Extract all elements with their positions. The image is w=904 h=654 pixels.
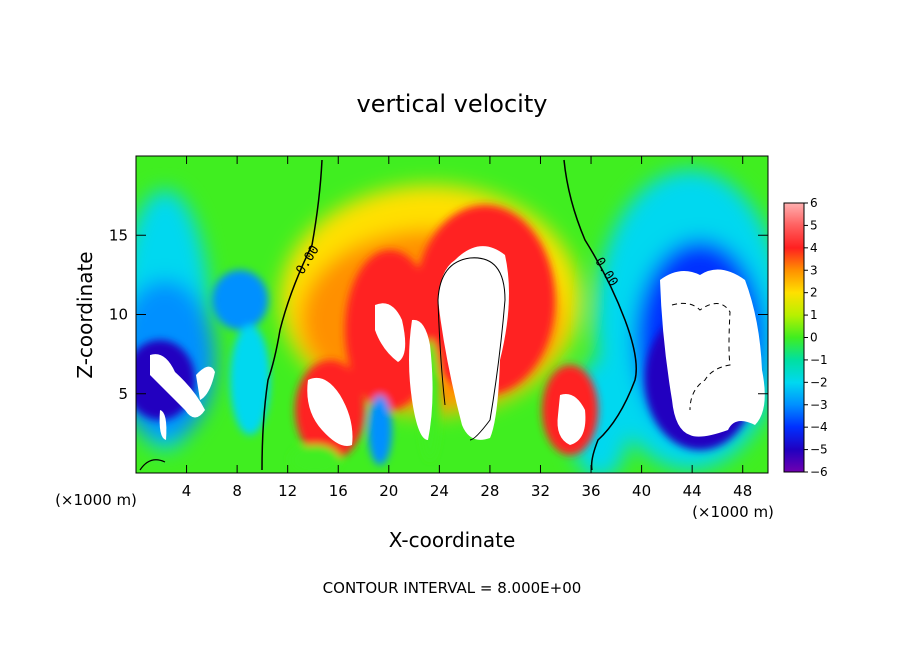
- colorbar-tick-label: −1: [810, 353, 828, 367]
- colorbar-tick-label: −6: [810, 465, 828, 479]
- zero-contour-east: [563, 159, 637, 471]
- x-unit-left: (×1000 m): [55, 491, 137, 509]
- colorbar: [783, 202, 805, 473]
- updraft-core-main: [438, 246, 509, 440]
- x-tick-label: 48: [733, 482, 752, 500]
- x-tick-label: 24: [430, 482, 449, 500]
- x-tick-label: 16: [329, 482, 348, 500]
- updraft-core-4: [557, 394, 586, 445]
- x-tick-label: 44: [683, 482, 702, 500]
- y-axis: 5 10 15: [109, 226, 768, 403]
- y-tick-label: 10: [109, 306, 128, 324]
- x-tick-label: 36: [581, 482, 600, 500]
- colorbar-tick-label: 4: [810, 241, 818, 255]
- colorbar-tick-label: 1: [810, 308, 818, 322]
- y-tick-label: 5: [118, 385, 128, 403]
- colorbar-tick-label: 6: [810, 196, 818, 210]
- x-tick-label: 32: [531, 482, 550, 500]
- chart-title: vertical velocity: [357, 90, 548, 118]
- x-tick-label: 40: [632, 482, 651, 500]
- colorbar-tick-label: 5: [810, 218, 818, 232]
- x-axis: 4 8 12 16 20 24 28 32 36 40 44 48: [182, 156, 752, 500]
- y-axis-label: Z-coordinate: [73, 251, 97, 378]
- downdraft-west-core: [150, 354, 205, 418]
- y-tick-label: 15: [109, 226, 128, 244]
- x-axis-label: X-coordinate: [389, 528, 516, 552]
- contour-interval-footer: CONTOUR INTERVAL = 8.000E+00: [323, 579, 582, 597]
- heatmap-field: [136, 156, 768, 473]
- updraft-core-2: [375, 303, 406, 362]
- colorbar-ticks: 6 5 4 3 2 1 0 −1 −2 −3 −4 −5 −6: [804, 196, 828, 479]
- colorbar-tick-label: −5: [810, 443, 828, 457]
- x-tick-label: 12: [278, 482, 297, 500]
- colorbar-tick-label: −2: [810, 375, 828, 389]
- updraft-core-1: [307, 377, 353, 446]
- colorbar-tick-label: 0: [810, 331, 818, 345]
- downdraft-east-core: [660, 269, 765, 437]
- x-unit-right: (×1000 m): [692, 503, 774, 521]
- colorbar-tick-label: −4: [810, 420, 828, 434]
- colorbar-tick-label: 3: [810, 263, 818, 277]
- x-tick-label: 4: [182, 482, 192, 500]
- x-tick-label: 28: [480, 482, 499, 500]
- updraft-core-3: [409, 319, 433, 440]
- colorbar-tick-label: 2: [810, 286, 818, 300]
- zero-contour-west: [261, 159, 323, 471]
- x-tick-label: 20: [379, 482, 398, 500]
- x-tick-label: 8: [232, 482, 242, 500]
- colorbar-tick-label: −3: [810, 398, 828, 412]
